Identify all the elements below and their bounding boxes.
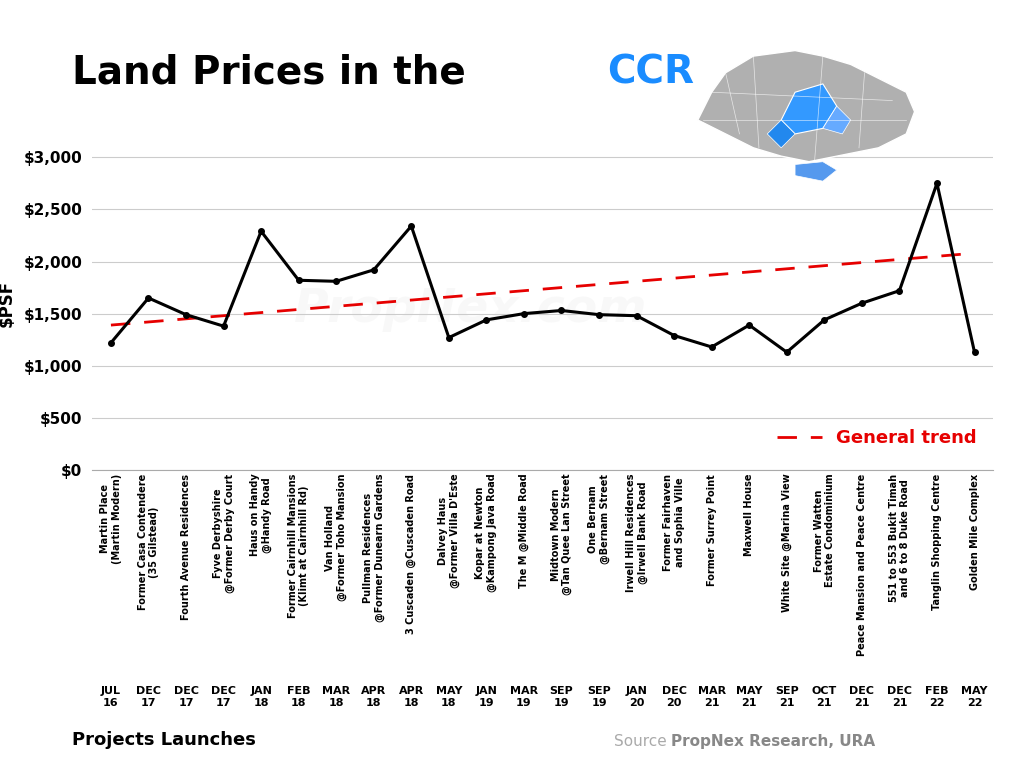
- Text: Martin Place
(Martin Modern): Martin Place (Martin Modern): [100, 474, 122, 564]
- Text: Land Prices in the: Land Prices in the: [72, 53, 479, 91]
- Text: APR
18: APR 18: [361, 686, 386, 707]
- Text: DEC
21: DEC 21: [849, 686, 874, 707]
- Text: Former Casa Contendere
(35 Gilstead): Former Casa Contendere (35 Gilstead): [137, 474, 160, 610]
- Text: APR
18: APR 18: [398, 686, 424, 707]
- Polygon shape: [781, 84, 837, 134]
- Text: PropNex Research, URA: PropNex Research, URA: [671, 734, 874, 749]
- Text: PropNex.com: PropNex.com: [294, 287, 647, 332]
- Text: MAY
22: MAY 22: [962, 686, 988, 707]
- Polygon shape: [697, 51, 914, 161]
- Text: DEC
20: DEC 20: [662, 686, 687, 707]
- Text: White Site @Marina View: White Site @Marina View: [781, 474, 792, 612]
- Polygon shape: [767, 120, 795, 148]
- Text: Tanglin Shopping Centre: Tanglin Shopping Centre: [932, 474, 942, 610]
- Text: Former Cairnhill Mansions
(Klimt at Cairnhill Rd): Former Cairnhill Mansions (Klimt at Cair…: [288, 474, 309, 618]
- Text: Fyve Derbyshire
@Former Derby Court: Fyve Derbyshire @Former Derby Court: [213, 474, 234, 593]
- Text: MAY
21: MAY 21: [736, 686, 763, 707]
- Polygon shape: [795, 161, 837, 181]
- Y-axis label: $PSF: $PSF: [0, 280, 15, 327]
- Legend: General trend: General trend: [770, 421, 984, 454]
- Text: Midtown Modern
@Tan Quee Lan Street: Midtown Modern @Tan Quee Lan Street: [551, 474, 572, 595]
- Text: Former Fairhaven
and Sophia Ville: Former Fairhaven and Sophia Ville: [664, 474, 685, 571]
- Text: FEB
18: FEB 18: [287, 686, 310, 707]
- Text: Fourth Avenue Residences: Fourth Avenue Residences: [181, 474, 191, 620]
- Text: JUL
16: JUL 16: [101, 686, 121, 707]
- Text: SEP
19: SEP 19: [550, 686, 573, 707]
- Text: Golden Mile Complex: Golden Mile Complex: [970, 474, 980, 590]
- Text: OCT
21: OCT 21: [812, 686, 837, 707]
- Text: JAN
19: JAN 19: [475, 686, 498, 707]
- Text: One Bernam
@Bernam Street: One Bernam @Bernam Street: [588, 474, 610, 564]
- Text: Former Surrey Point: Former Surrey Point: [707, 474, 717, 585]
- Text: Haus on Handy
@Handy Road: Haus on Handy @Handy Road: [250, 474, 272, 556]
- Text: CCR: CCR: [607, 53, 694, 91]
- Text: Former Watten
Estate Condominium: Former Watten Estate Condominium: [813, 474, 836, 587]
- Text: Irwell Hill Residences
@Irwell Bank Road: Irwell Hill Residences @Irwell Bank Road: [626, 474, 647, 592]
- Polygon shape: [823, 106, 851, 134]
- Text: Source: Source: [614, 734, 668, 749]
- Text: DEC
17: DEC 17: [136, 686, 161, 707]
- Text: FEB
22: FEB 22: [926, 686, 948, 707]
- Text: SEP
19: SEP 19: [587, 686, 611, 707]
- Text: 551 to 553 Bukit Timah
and 6 to 8 Duke Road: 551 to 553 Bukit Timah and 6 to 8 Duke R…: [889, 474, 910, 602]
- Text: MAR
21: MAR 21: [697, 686, 726, 707]
- Text: Peace Mansion and Peace Centre: Peace Mansion and Peace Centre: [857, 474, 867, 656]
- Text: JAN
18: JAN 18: [250, 686, 272, 707]
- Text: Pullman Residences
@Former Dunearn Gardens: Pullman Residences @Former Dunearn Garde…: [362, 474, 385, 622]
- Text: Maxwell House: Maxwell House: [744, 474, 755, 556]
- Text: Dalvey Haus
@Former Villa D'Este: Dalvey Haus @Former Villa D'Este: [438, 474, 460, 588]
- Text: SEP
21: SEP 21: [775, 686, 799, 707]
- Text: DEC
21: DEC 21: [887, 686, 912, 707]
- Text: DEC
17: DEC 17: [211, 686, 237, 707]
- Text: 3 Cuscaden @Cuscaden Road: 3 Cuscaden @Cuscaden Road: [407, 474, 417, 634]
- Text: Projects Launches: Projects Launches: [72, 731, 256, 749]
- Text: MAR
19: MAR 19: [510, 686, 538, 707]
- Text: MAY
18: MAY 18: [435, 686, 462, 707]
- Text: Van Holland
@Former Toho Mansion: Van Holland @Former Toho Mansion: [326, 474, 347, 601]
- Text: MAR
18: MAR 18: [323, 686, 350, 707]
- Text: DEC
17: DEC 17: [173, 686, 199, 707]
- Text: Kopar at Newton
@Kampong Java Road: Kopar at Newton @Kampong Java Road: [475, 474, 498, 593]
- Text: The M @Middle Road: The M @Middle Road: [519, 474, 529, 588]
- Text: JAN
20: JAN 20: [626, 686, 647, 707]
